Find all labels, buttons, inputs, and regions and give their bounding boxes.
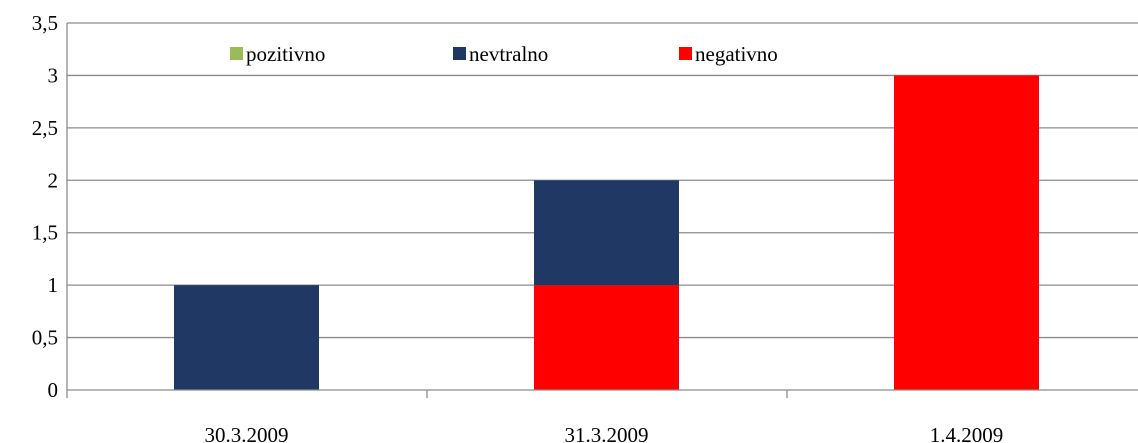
legend-swatch-negativno [679, 47, 692, 60]
x-tick-label: 30.3.2009 [205, 423, 289, 443]
bar-nevtralno [534, 180, 679, 286]
y-tick-label: 3 [48, 63, 59, 87]
bar-negativno [534, 285, 679, 390]
legend-label-nevtralno: nevtralno [469, 42, 548, 66]
bars [174, 75, 1039, 390]
axes: 0 0,5 1 1,5 2 2,5 3 3,5 30.3.2009 31.3.2009 1.4.20… [32, 11, 1138, 443]
legend-swatch-nevtralno [453, 47, 466, 60]
legend: pozitivno nevtralno negativno [230, 42, 778, 66]
y-tick-label: 3,5 [32, 11, 58, 35]
y-tick-label: 1,5 [32, 221, 58, 245]
legend-label-pozitivno: pozitivno [246, 42, 325, 66]
y-tick-label: 0,5 [32, 326, 58, 350]
bar-negativno [894, 75, 1039, 390]
y-tick-label: 1 [48, 273, 59, 297]
y-tick-label: 2 [48, 168, 59, 192]
x-tick-label: 1.4.2009 [930, 423, 1004, 443]
y-tick-label: 0 [48, 378, 59, 402]
bar-nevtralno [174, 285, 319, 390]
x-tick-label: 31.3.2009 [565, 423, 649, 443]
legend-swatch-pozitivno [230, 47, 243, 60]
legend-label-negativno: negativno [695, 42, 778, 66]
y-tick-label: 2,5 [32, 116, 58, 140]
